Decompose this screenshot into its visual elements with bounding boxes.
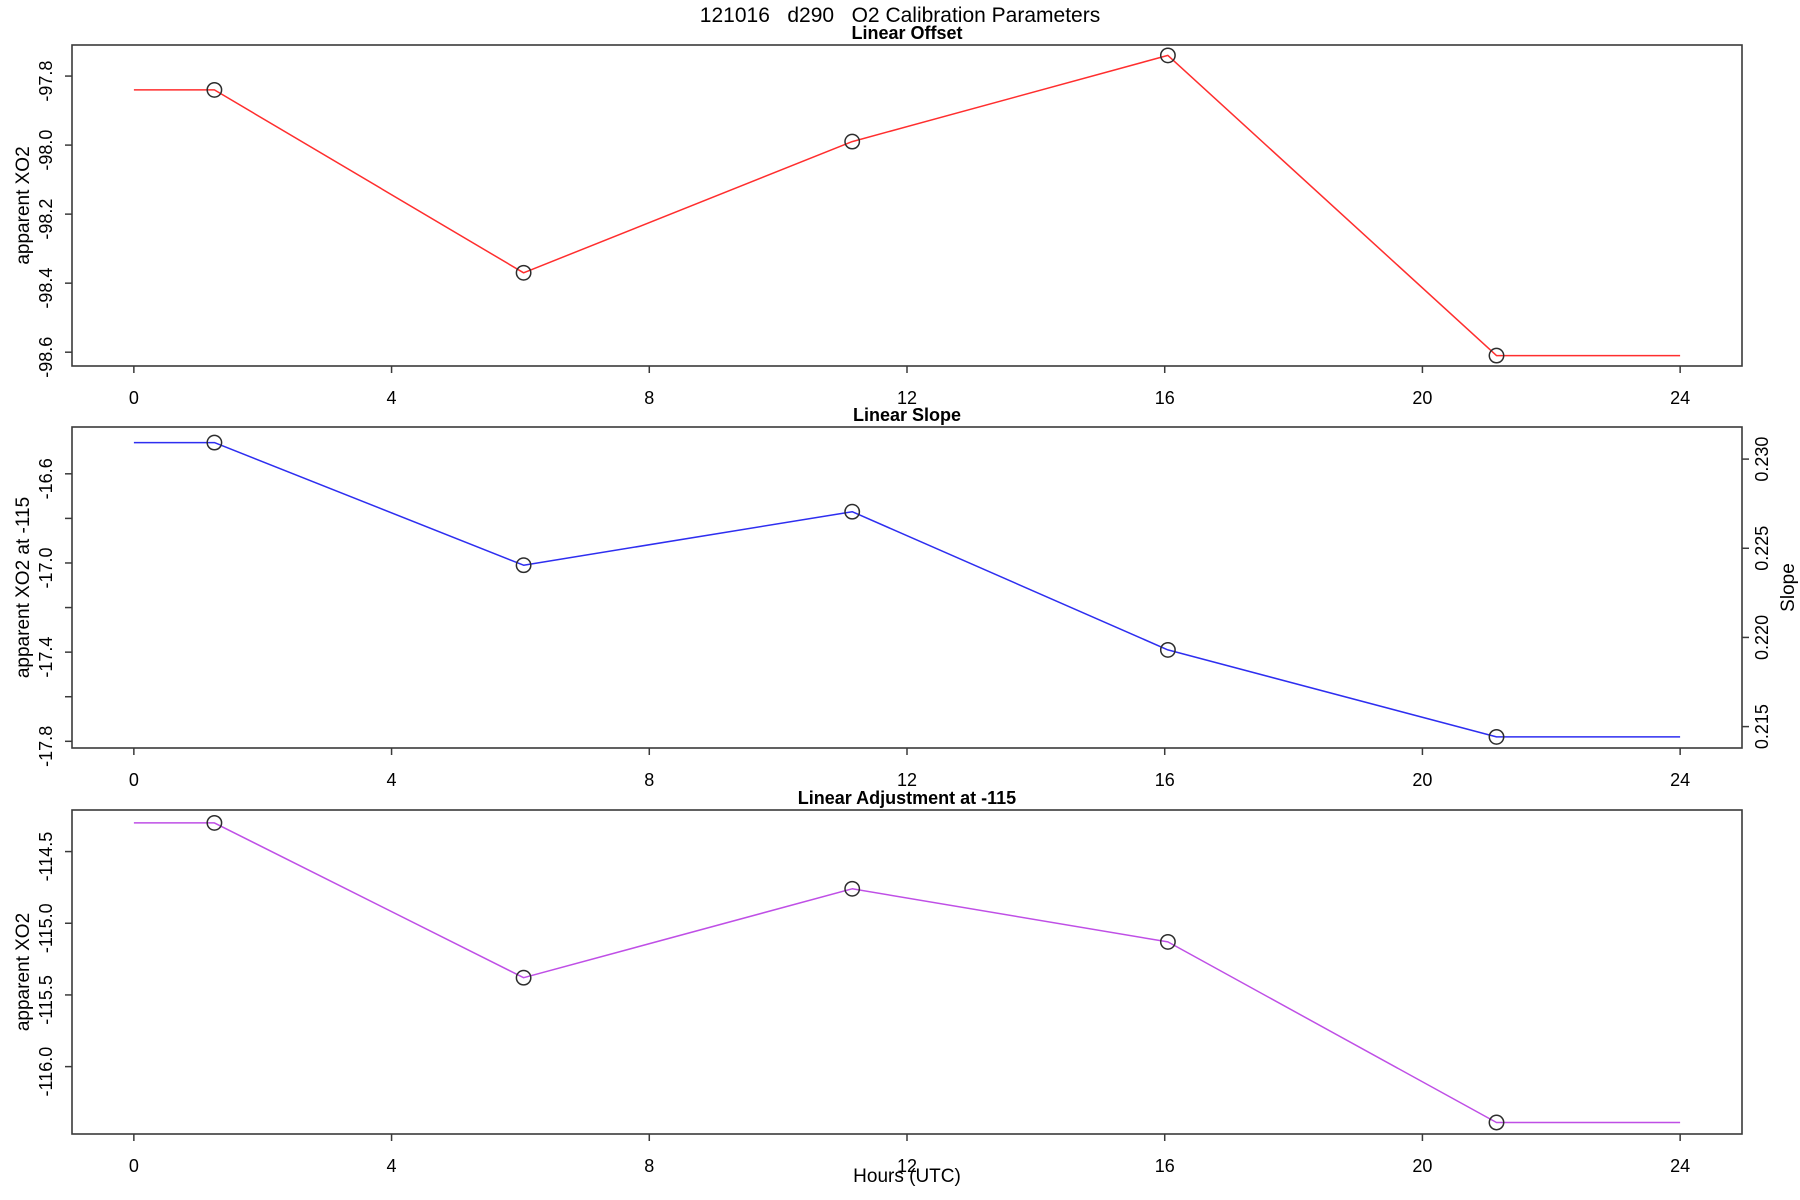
y-axis-tick-label: -98.0 — [36, 130, 56, 171]
y-axis-tick-label: -98.6 — [36, 337, 56, 378]
y-axis-tick-label: -114.5 — [36, 832, 56, 882]
y-axis-tick-label: -115.0 — [36, 903, 56, 953]
data-point-marker — [1488, 347, 1505, 364]
x-axis-tick-label: 0 — [129, 388, 139, 408]
x-axis-label: Hours (UTC) — [853, 1166, 961, 1187]
x-axis-tick-label: 20 — [1412, 388, 1432, 408]
y-axis-tick-label: -17.8 — [36, 726, 56, 767]
panel-linear-slope: Linear Slope 0 4 8 12 16 20 24 -16.6 -17.0 -17.4 -1… — [13, 405, 1799, 790]
x-axis-tick-label: 8 — [644, 770, 654, 790]
x-axis-tick-label: 4 — [387, 388, 397, 408]
panel-title: Linear Slope — [853, 405, 961, 425]
data-point-marker — [515, 557, 532, 574]
data-point-marker — [1159, 933, 1176, 950]
x-axis-tick-label: 12 — [897, 1156, 917, 1176]
x-axis-tick-label: 4 — [387, 770, 397, 790]
figure-title: 121016 d290 O2 Calibration Parameters — [699, 4, 1101, 27]
y-axis-tick-label: -17.4 — [36, 637, 56, 678]
data-point-marker — [515, 969, 532, 986]
plot-border — [71, 44, 1743, 367]
y-axis-tick-label: -115.5 — [36, 975, 56, 1025]
x-axis-tick-label: 20 — [1412, 1156, 1432, 1176]
y2-axis-label: Slope — [1778, 563, 1799, 612]
x-axis-tick-label: 20 — [1412, 770, 1432, 790]
x-axis-tick-label: 16 — [1155, 388, 1175, 408]
panel-linear-adjustment-at-115: Linear Adjustment at -115 0 4 8 12 16 20 24 -114… — [13, 788, 1743, 1187]
x-axis-tick-label: 8 — [644, 388, 654, 408]
data-point-marker — [206, 814, 223, 831]
x-axis-tick-label: 24 — [1670, 388, 1690, 408]
x-axis-tick-label: 0 — [129, 770, 139, 790]
data-point-marker — [206, 81, 223, 98]
y2-axis-tick-label: 0.220 — [1752, 615, 1772, 660]
y-axis-tick-label: -98.2 — [36, 199, 56, 240]
linear-slope-series-line — [133, 441, 1681, 738]
panel-title: Linear Offset — [851, 23, 962, 43]
y-axis-tick-label: -116.0 — [36, 1047, 56, 1097]
x-axis-tick-label: 12 — [897, 770, 917, 790]
plot-border — [71, 809, 1743, 1135]
data-point-marker — [1488, 728, 1505, 745]
x-axis-tick-label: 12 — [897, 388, 917, 408]
x-axis-tick-label: 16 — [1155, 770, 1175, 790]
data-point-marker — [515, 264, 532, 281]
data-point-marker — [1159, 47, 1176, 64]
x-axis-tick-label: 24 — [1670, 770, 1690, 790]
plot-border — [71, 426, 1743, 749]
panel-linear-offset: Linear Offset 0 4 8 12 16 20 24 -97.8 -98.0 -98.2 -… — [13, 23, 1743, 408]
y-axis-label: apparent XO2 — [13, 913, 34, 1031]
panel-title: Linear Adjustment at -115 — [798, 788, 1016, 808]
y-axis-tick-label: -16.6 — [36, 458, 56, 499]
x-axis-tick-label: 0 — [129, 1156, 139, 1176]
y2-axis-tick-label: 0.225 — [1752, 526, 1772, 571]
y-axis-label: apparent XO2 at -115 — [13, 497, 34, 678]
x-axis-tick-label: 8 — [644, 1156, 654, 1176]
y-axis-label: apparent XO2 — [13, 146, 34, 264]
linear-adjustment-at-115-series-line — [133, 822, 1681, 1124]
data-point-marker — [844, 503, 861, 520]
data-point-marker — [844, 880, 861, 897]
y-axis-tick-label: -17.0 — [36, 547, 56, 588]
data-point-marker — [206, 434, 223, 451]
y-axis-tick-label: -97.8 — [36, 61, 56, 102]
x-axis-tick-label: 16 — [1155, 1156, 1175, 1176]
data-point-marker — [1488, 1114, 1505, 1131]
linear-offset-series-line — [133, 54, 1681, 357]
y2-axis-tick-label: 0.215 — [1752, 704, 1772, 749]
y-axis-tick-label: -98.4 — [36, 268, 56, 309]
x-axis-tick-label: 24 — [1670, 1156, 1690, 1176]
data-point-marker — [844, 133, 861, 150]
x-axis-tick-label: 4 — [387, 1156, 397, 1176]
y2-axis-tick-label: 0.230 — [1752, 437, 1772, 482]
data-point-marker — [1159, 641, 1176, 658]
